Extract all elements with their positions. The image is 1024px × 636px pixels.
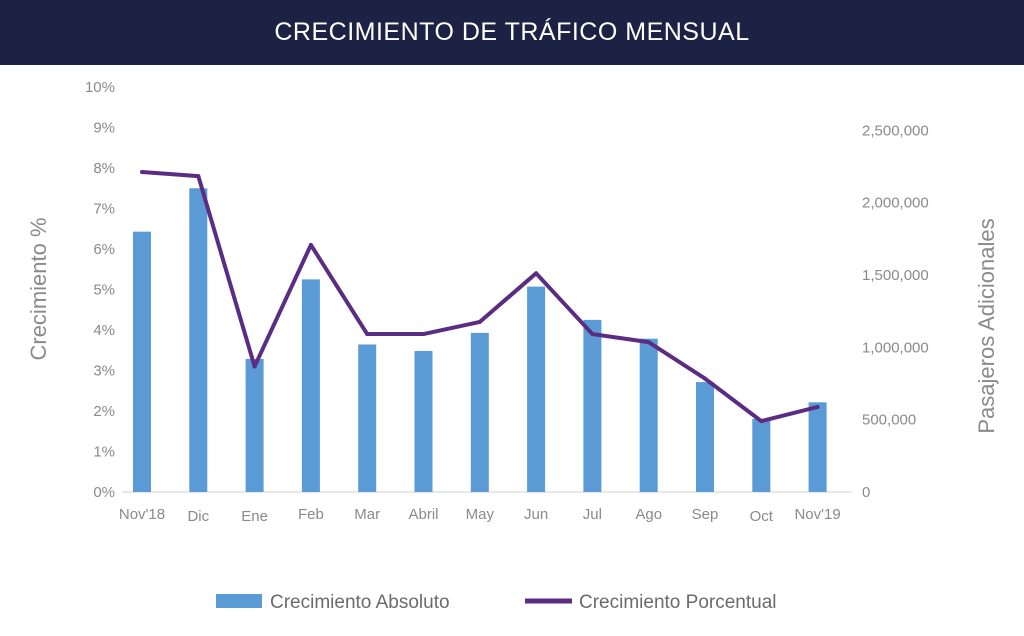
y-left-tick-label: 1% [93, 444, 115, 461]
y-axis-title-right: Pasajeros Adicionales [974, 218, 999, 433]
bar [358, 344, 377, 492]
bar [639, 338, 658, 492]
y-right-tick-label: 0 [862, 484, 870, 501]
line-point [759, 419, 764, 424]
y-right-tick-label: 2,000,000 [862, 195, 929, 212]
line-point [252, 364, 257, 369]
line-point [815, 404, 820, 409]
line-point [421, 332, 426, 337]
y-left-tick-label: 4% [93, 322, 115, 339]
y-left-tick-label: 6% [93, 241, 115, 258]
bar [189, 188, 208, 492]
y-left-tick-label: 0% [93, 484, 115, 501]
bar [752, 418, 771, 492]
bar [414, 350, 433, 492]
line-point [534, 271, 539, 276]
chart-title-banner: CRECIMIENTO DE TRÁFICO MENSUAL [0, 0, 1024, 65]
y-left-tick-label: 9% [93, 120, 115, 137]
y-left-tick-label: 7% [93, 201, 115, 218]
legend-label-absolute: Crecimiento Absoluto [270, 592, 450, 613]
y-axis-title-left: Crecimiento % [26, 217, 51, 360]
bar [470, 332, 489, 492]
chart-title: CRECIMIENTO DE TRÁFICO MENSUAL [274, 18, 750, 46]
x-tick-label: Nov'18 [119, 506, 165, 523]
x-tick-label: Dic [187, 508, 209, 525]
x-tick-label: Mar [354, 506, 380, 523]
legend: Crecimiento Absoluto Crecimiento Porcent… [216, 592, 776, 613]
y-right-tick-label: 1,000,000 [862, 339, 929, 356]
y-left-tick-label: 5% [93, 282, 115, 299]
y-left-tick-label: 10% [85, 79, 115, 96]
line-point [477, 319, 482, 324]
line-point [365, 332, 370, 337]
y-right-tick-label: 500,000 [862, 412, 916, 429]
y-right-tick-label: 2,500,000 [862, 122, 929, 139]
bar [696, 382, 714, 492]
bar [808, 402, 827, 492]
y-left-tick-label: 2% [93, 403, 115, 420]
bar [583, 319, 602, 492]
x-tick-label: Jul [583, 506, 602, 523]
bar [301, 279, 320, 492]
line-point [646, 340, 651, 345]
x-tick-label: Sep [692, 506, 719, 523]
x-tick-label: Feb [298, 506, 324, 523]
legend-swatch-bar [216, 594, 262, 608]
bar [133, 231, 151, 492]
bar [527, 286, 546, 492]
y-left-tick-label: 3% [93, 363, 115, 380]
line-point [196, 174, 201, 179]
bar [245, 358, 264, 492]
y-right-tick-label: 1,500,000 [862, 267, 929, 284]
x-tick-label: Nov'19 [794, 506, 840, 523]
line-point [590, 332, 595, 337]
legend-label-percent: Crecimiento Porcentual [579, 592, 776, 613]
line-point [703, 376, 707, 381]
line-point [140, 170, 144, 175]
x-tick-label: Abril [408, 506, 438, 523]
line-point [308, 242, 313, 247]
x-tick-label: Jun [524, 506, 548, 523]
x-tick-label: Ene [241, 508, 268, 525]
x-tick-label: Ago [635, 506, 662, 523]
y-left-tick-label: 8% [93, 160, 115, 177]
x-tick-label: May [466, 506, 495, 523]
x-tick-label: Oct [750, 508, 774, 525]
